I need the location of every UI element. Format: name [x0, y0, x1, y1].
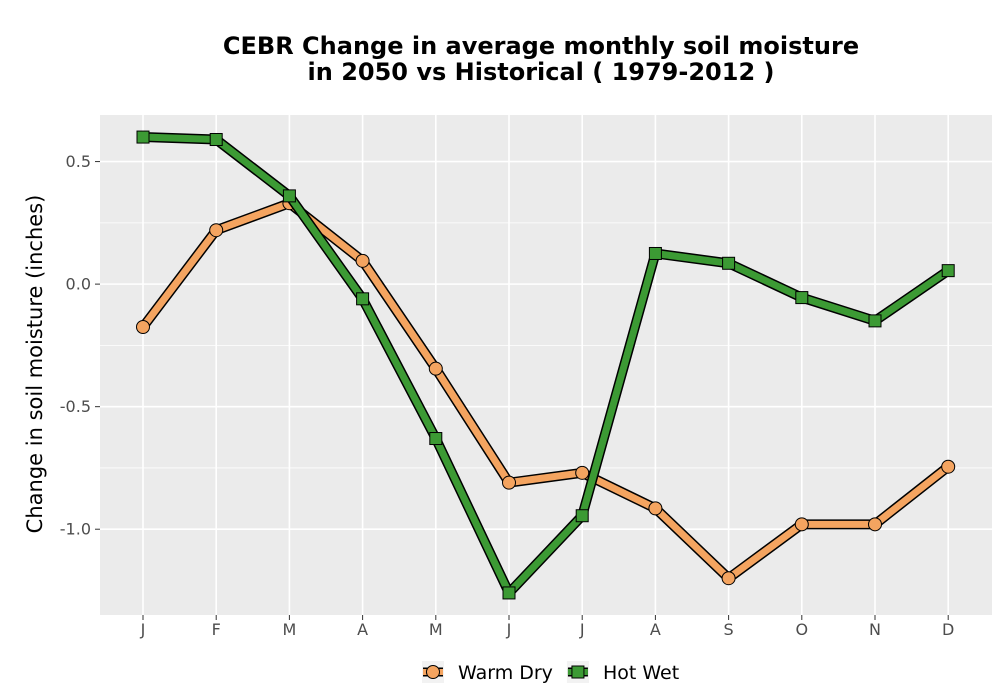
data-point — [868, 517, 882, 532]
series-hot-wet — [136, 130, 955, 600]
data-point — [648, 501, 663, 516]
y-tick-label: -1.0 — [60, 520, 91, 539]
data-point — [721, 571, 736, 586]
data-point — [868, 314, 882, 328]
legend-key-marker — [571, 665, 585, 679]
y-axis-title: Change in soil moisture (inches) — [23, 195, 47, 534]
plot-panel — [100, 115, 992, 615]
data-point — [428, 361, 443, 376]
x-tick-label: S — [724, 620, 734, 639]
major-gridlines — [100, 115, 992, 615]
y-axis-ticks: 0.5 0.0 -0.5 -1.0 — [60, 152, 100, 539]
x-tick-label: N — [869, 620, 881, 639]
data-point — [794, 517, 809, 532]
x-tick-label: F — [212, 620, 221, 639]
x-tick-label: M — [429, 620, 443, 639]
data-point — [502, 586, 516, 600]
chart-title-line-1: CEBR Change in average monthly soil mois… — [223, 32, 859, 60]
series-warm-dry — [136, 196, 956, 586]
data-point — [575, 509, 589, 523]
data-point — [941, 264, 955, 278]
data-point — [356, 292, 370, 306]
x-tick-label: A — [357, 620, 368, 639]
x-tick-label: O — [796, 620, 809, 639]
x-tick-label: A — [650, 620, 661, 639]
x-tick-label: J — [506, 620, 512, 639]
legend-label: Warm Dry — [458, 662, 553, 684]
legend-item-warm-dry: Warm Dry — [422, 661, 553, 684]
series-line — [139, 199, 952, 582]
series-line — [139, 133, 952, 597]
y-tick-label: 0.5 — [66, 152, 91, 171]
data-point — [136, 130, 150, 144]
data-point — [648, 246, 662, 260]
data-point — [209, 223, 224, 238]
data-point — [355, 253, 370, 268]
legend-item-hot-wet: Hot Wet — [566, 661, 679, 684]
legend-label: Hot Wet — [603, 662, 679, 684]
data-point — [575, 465, 590, 480]
data-point — [795, 291, 809, 305]
legend-key-marker — [426, 665, 440, 679]
chart-title-line-2: in 2050 vs Historical ( 1979-2012 ) — [308, 58, 775, 86]
series-layer — [136, 130, 956, 600]
data-point — [282, 189, 296, 203]
data-point — [502, 475, 516, 490]
y-tick-label: 0.0 — [66, 275, 91, 294]
y-tick-label: -0.5 — [60, 397, 91, 416]
data-point — [209, 133, 223, 147]
data-point — [136, 320, 150, 335]
x-tick-label: J — [140, 620, 146, 639]
x-tick-label: J — [579, 620, 585, 639]
data-point — [429, 432, 443, 446]
data-point — [941, 459, 956, 474]
x-tick-label: D — [942, 620, 954, 639]
data-point — [722, 256, 736, 270]
legend: Warm Dry Hot Wet — [422, 661, 679, 684]
x-tick-label: M — [282, 620, 296, 639]
